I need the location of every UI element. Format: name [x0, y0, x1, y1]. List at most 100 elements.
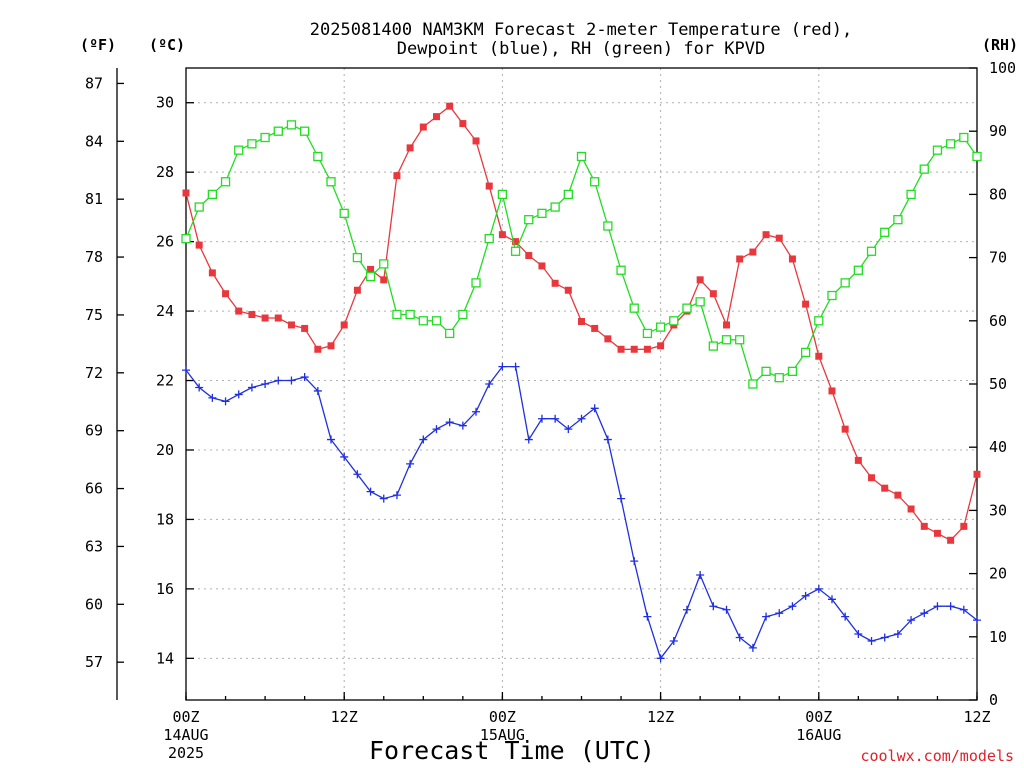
dewpoint-point — [551, 414, 560, 423]
x-tick-label: 00Z — [805, 708, 832, 726]
x-tick-year-label: 2025 — [168, 744, 204, 762]
dewpoint-point — [827, 595, 836, 604]
rh-point — [510, 246, 521, 256]
axes-layer: 57 60 63 66 69 72 75 78 81 84 87 14 16 18 20 22 24 26 28 30… — [85, 59, 1016, 762]
celsius-tick-label: 26 — [156, 233, 174, 251]
rh-point — [313, 151, 323, 162]
rh-point — [497, 189, 508, 200]
chart-title-line2: Dewpoint (blue), RH (green) for KPVD — [397, 39, 765, 59]
temperature-point — [881, 484, 889, 492]
fahrenheit-tick-label: 66 — [85, 480, 103, 498]
temperature-point — [367, 265, 375, 273]
temperature-point — [314, 345, 322, 353]
fahrenheit-tick-label: 75 — [85, 306, 103, 324]
rh-point — [392, 309, 402, 320]
temperature-point — [907, 505, 915, 513]
rh-point — [379, 259, 389, 269]
rh-tick-label: 90 — [989, 122, 1007, 140]
temperature-point — [736, 255, 744, 263]
temperature-point — [327, 342, 335, 350]
x-tick-date-label: 14AUG — [163, 726, 208, 744]
temperature-point — [274, 314, 282, 322]
temperature-point — [841, 425, 849, 433]
dewpoint-point — [814, 584, 823, 593]
temperature-point — [261, 314, 269, 322]
dewpoint-point — [472, 407, 481, 416]
rh-point — [840, 278, 850, 288]
dewpoint-point — [419, 435, 428, 444]
temperature-point — [788, 255, 796, 263]
dewpoint-point — [353, 470, 362, 479]
dewpoint-point — [682, 605, 691, 614]
celsius-tick-label: 18 — [156, 510, 174, 528]
temperature-point — [947, 536, 955, 544]
rh-point — [273, 126, 283, 136]
rh-tick-label: 80 — [989, 185, 1007, 203]
dewpoint-point — [524, 435, 533, 444]
dewpoint-point — [247, 383, 256, 392]
dewpoint-point — [867, 636, 876, 645]
rh-point — [761, 366, 771, 377]
fahrenheit-tick-label: 60 — [85, 595, 103, 613]
fahrenheit-tick-label: 84 — [85, 132, 103, 150]
dewpoint-point — [775, 609, 784, 618]
rh-point — [365, 271, 376, 282]
temperature-point — [894, 491, 902, 499]
temperature-point — [301, 324, 309, 332]
dewpoint-point — [880, 633, 889, 642]
rh-tick-label: 50 — [989, 375, 1007, 393]
rh-point — [959, 132, 969, 143]
grid-layer — [186, 68, 977, 700]
dewpoint-point — [485, 380, 494, 388]
plot-frame — [185, 67, 978, 701]
temperature-point — [208, 269, 216, 277]
rh-point — [669, 316, 679, 326]
dewpoint-point — [511, 362, 520, 371]
dewpoint-point — [973, 616, 981, 625]
rh-point — [800, 347, 811, 358]
temperature-point — [340, 321, 348, 329]
rh-point — [524, 215, 534, 225]
rh-point — [814, 316, 824, 326]
dewpoint-point — [590, 404, 599, 413]
temperature-point — [419, 123, 427, 131]
rh-series — [181, 120, 982, 389]
x-tick-label: 12Z — [963, 708, 990, 726]
temperature-point — [854, 456, 862, 464]
rh-point — [286, 120, 297, 130]
rh-point — [352, 252, 363, 263]
dewpoint-point — [696, 570, 705, 579]
temperature-point — [222, 290, 230, 298]
dewpoint-point — [498, 362, 507, 371]
temperature-point — [828, 387, 836, 395]
rh-point — [642, 328, 653, 339]
celsius-unit-label: (ºC) — [149, 36, 185, 54]
rh-point — [932, 145, 943, 155]
rh-point — [787, 366, 798, 377]
dewpoint-point — [340, 452, 349, 461]
celsius-tick-label: 22 — [156, 372, 174, 390]
celsius-tick-label: 14 — [156, 649, 174, 667]
rh-point — [906, 189, 916, 200]
dewpoint-point — [841, 612, 850, 621]
rh-point — [247, 139, 257, 149]
x-tick-label: 12Z — [647, 708, 674, 726]
rh-point — [695, 297, 705, 307]
temperature-point — [815, 352, 823, 360]
rh-point — [550, 202, 560, 212]
dewpoint-point — [946, 602, 955, 611]
celsius-tick-label: 28 — [156, 163, 174, 181]
rh-point — [853, 265, 863, 275]
temperature-point — [973, 470, 981, 478]
temperature-point — [709, 290, 717, 298]
dewpoint-point — [261, 380, 270, 388]
rh-point — [181, 233, 191, 244]
rh-tick-label: 60 — [989, 312, 1007, 330]
temperature-point — [960, 522, 968, 530]
rh-point — [445, 328, 455, 339]
temperature-point — [525, 252, 533, 260]
dewpoint-point — [643, 612, 652, 621]
temperature-point — [551, 279, 559, 287]
rh-point — [339, 208, 349, 219]
